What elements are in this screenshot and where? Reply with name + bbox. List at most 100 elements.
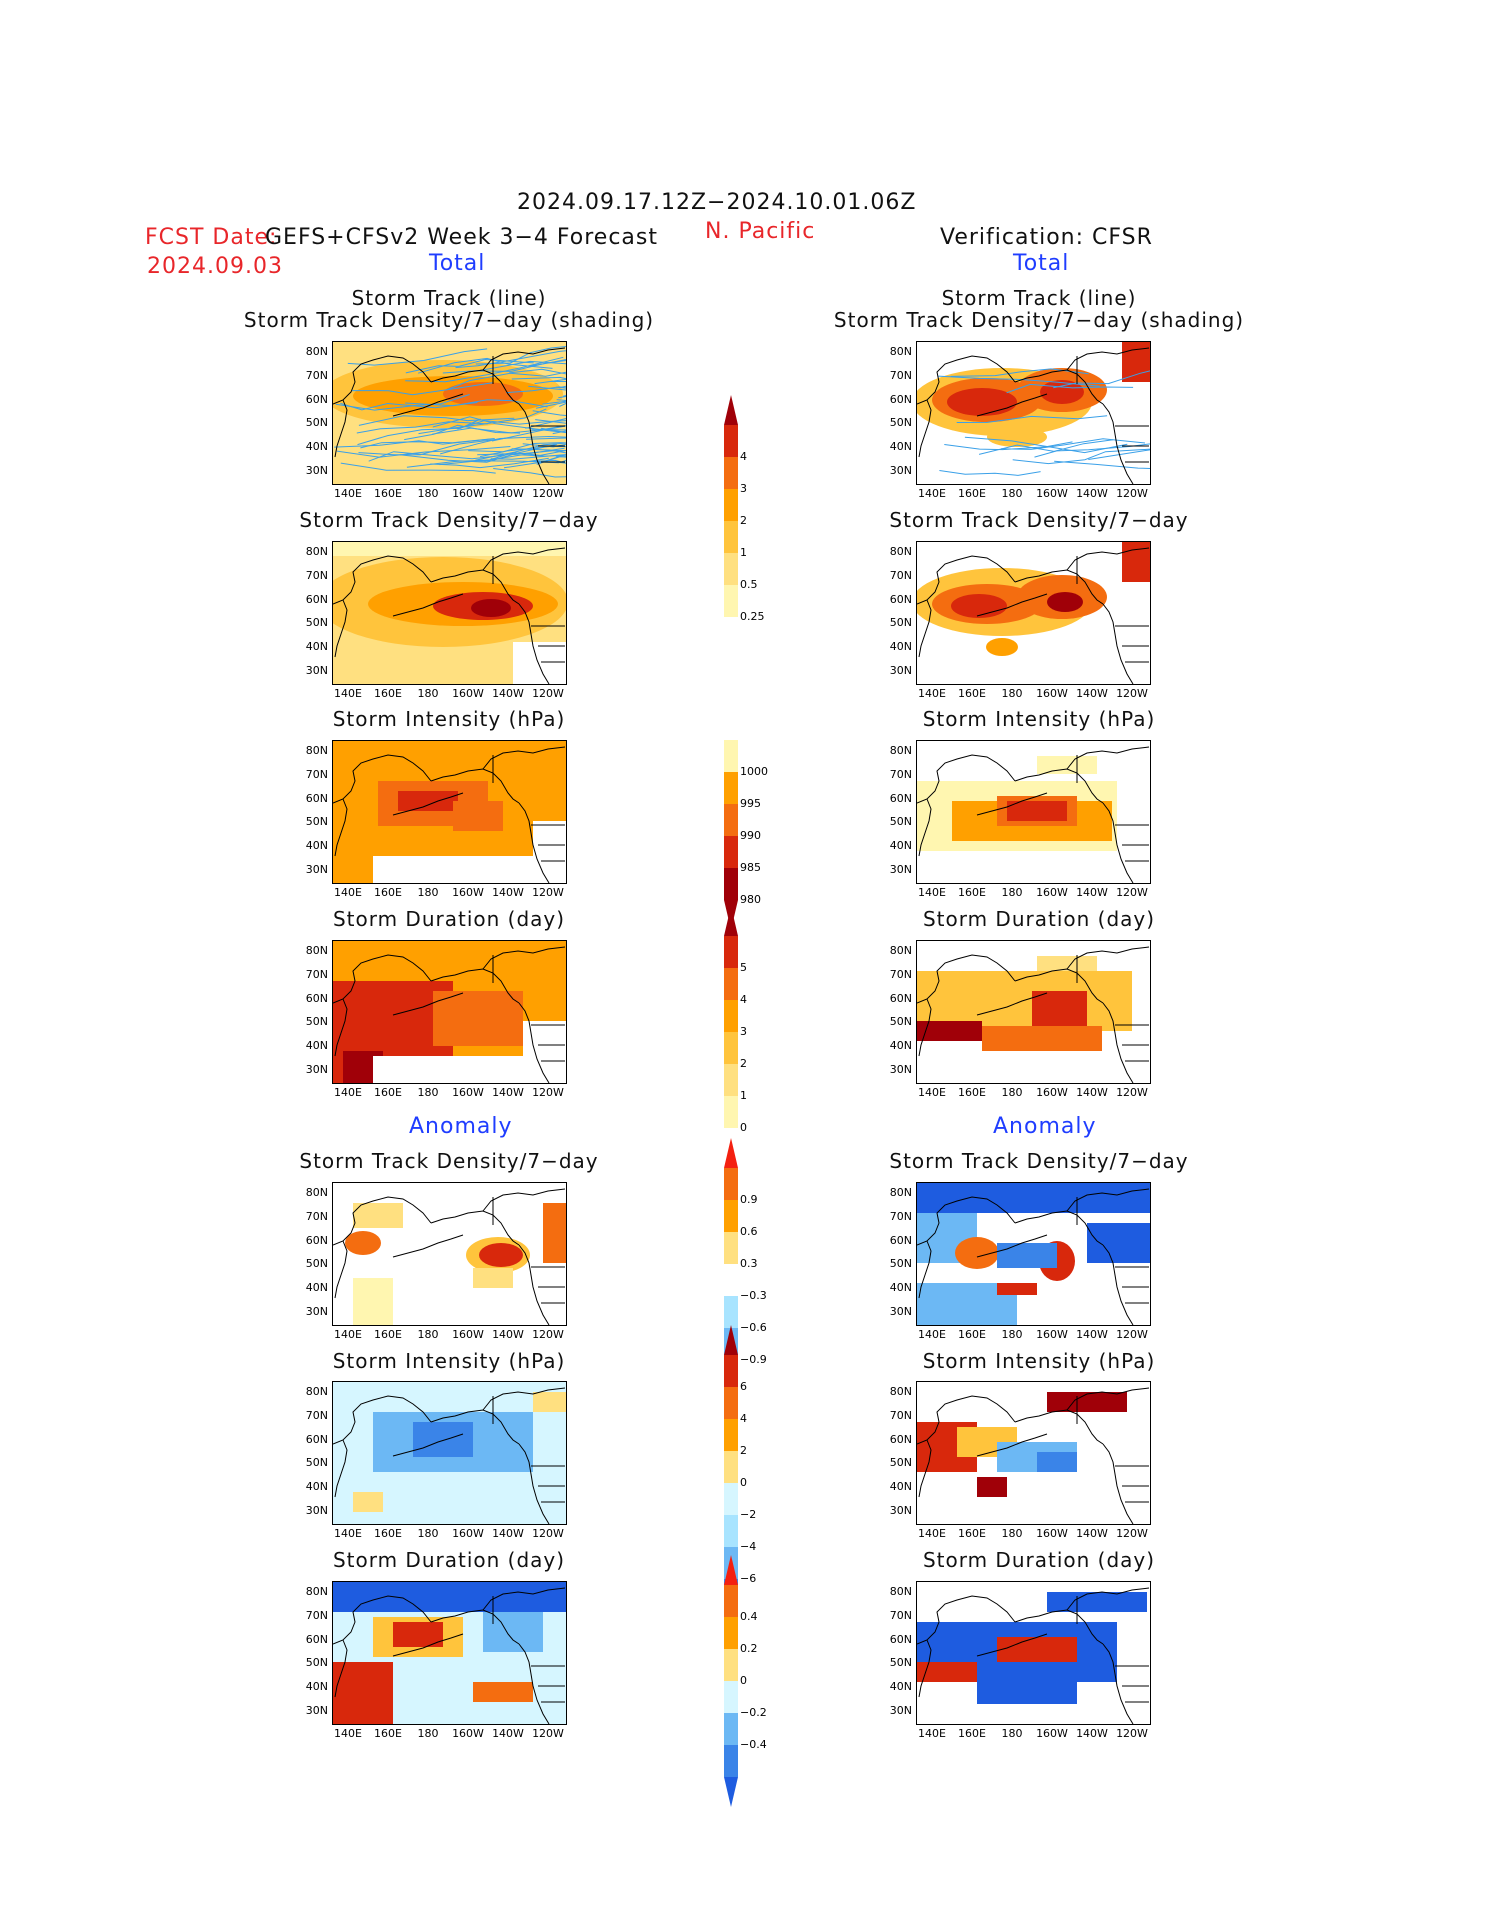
y-tick-label: 70N: [889, 1408, 912, 1422]
y-tick-label: 50N: [889, 1656, 912, 1670]
x-tick-label: 120W: [1116, 1727, 1148, 1740]
x-tick-label: 140W: [1076, 1527, 1108, 1540]
map-panel-obsAnomIntensity: [916, 1381, 1151, 1525]
y-tick-label: 60N: [305, 1632, 328, 1646]
x-tick-label: 180: [417, 1086, 439, 1099]
map-svg-obsAnomDuration: [917, 1582, 1150, 1724]
map-svg-fcstAnomIntensity: [333, 1382, 566, 1524]
x-tick-label: 140W: [1076, 1727, 1108, 1740]
right-duration-title: Storm Duration (day): [922, 907, 1156, 931]
right-track-shading-title: Storm Track Density/7−day (shading): [833, 308, 1245, 332]
y-tick-label: 50N: [889, 416, 912, 430]
x-tick-label: 140E: [918, 1527, 946, 1540]
colorbar-tick-label: 0.3: [740, 1257, 758, 1270]
figure-canvas: 2024.09.17.12Z−2024.10.01.06Z FCST Date:…: [135, 180, 1352, 1807]
y-tick-label: 80N: [889, 1385, 912, 1398]
y-tick-label: 40N: [305, 640, 328, 654]
map-panel-fcstTrack: [332, 341, 567, 485]
x-tick-label: 140E: [334, 886, 362, 899]
y-tick-label: 30N: [305, 1305, 328, 1318]
map-svg-fcstDensity: [333, 542, 566, 684]
x-tick-label: 140E: [918, 1727, 946, 1740]
x-tick-label: 180: [417, 1727, 439, 1740]
colorbar-tick-label: 5: [740, 961, 747, 974]
colorbar-tick-label: 0: [740, 1674, 747, 1687]
left-anom-density-title: Storm Track Density/7−day: [299, 1149, 599, 1173]
left-anom-intensity-title: Storm Intensity (hPa): [332, 1349, 566, 1373]
left-total-label: Total: [429, 251, 486, 276]
x-tick-label: 160W: [452, 1328, 484, 1341]
map-panel-obsDuration: [916, 940, 1151, 1084]
x-tick-label: 120W: [1116, 487, 1148, 500]
x-tick-label: 140W: [492, 1727, 524, 1740]
colorbar-tick-label: −2: [740, 1508, 757, 1521]
y-tick-label: 50N: [305, 416, 328, 430]
map-panel-obsIntensity: [916, 740, 1151, 884]
colorbar-tick-label: 1000: [740, 765, 768, 778]
y-tick-label: 50N: [305, 1257, 328, 1271]
y-tick-label: 40N: [305, 1680, 328, 1694]
y-tick-label: 40N: [305, 839, 328, 853]
fcst-label: FCST Date:: [145, 225, 278, 250]
x-tick-label: 180: [1001, 487, 1023, 500]
y-tick-label: 70N: [889, 767, 912, 781]
map-svg-fcstDuration: [333, 941, 566, 1083]
y-tick-label: 50N: [305, 1015, 328, 1029]
map-svg-obsAnomIntensity: [917, 1382, 1150, 1524]
x-tick-label: 160W: [1036, 1328, 1068, 1341]
x-tick-label: 160E: [958, 1527, 986, 1540]
colorbar-tick-label: 0: [740, 1476, 747, 1489]
map-svg-fcstIntensity: [333, 741, 566, 883]
x-tick-label: 140E: [918, 687, 946, 700]
right-anom-intensity-title: Storm Intensity (hPa): [922, 1349, 1156, 1373]
y-tick-label: 30N: [889, 664, 912, 677]
y-tick-label: 60N: [889, 1432, 912, 1446]
x-tick-label: 120W: [532, 1527, 564, 1540]
left-anomaly-label: Anomaly: [409, 1114, 513, 1139]
colorbar-tick-label: 990: [740, 829, 761, 842]
x-tick-label: 120W: [532, 687, 564, 700]
y-tick-label: 70N: [305, 1408, 328, 1422]
x-tick-label: 180: [417, 487, 439, 500]
x-tick-label: 160W: [1036, 886, 1068, 899]
right-anom-duration-title: Storm Duration (day): [922, 1548, 1156, 1572]
colorbar-tick-label: −6: [740, 1572, 757, 1585]
map-svg-obsDensity: [917, 542, 1150, 684]
y-tick-label: 30N: [305, 863, 328, 876]
x-tick-label: 160W: [1036, 1527, 1068, 1540]
x-tick-label: 140W: [1076, 886, 1108, 899]
x-tick-label: 140E: [334, 1086, 362, 1099]
map-svg-obsIntensity: [917, 741, 1150, 883]
y-tick-label: 30N: [305, 1704, 328, 1717]
x-tick-label: 160W: [452, 687, 484, 700]
x-tick-label: 140E: [334, 1527, 362, 1540]
y-tick-label: 40N: [305, 1480, 328, 1494]
y-tick-label: 50N: [889, 616, 912, 630]
y-tick-label: 60N: [889, 991, 912, 1005]
x-tick-label: 120W: [532, 1727, 564, 1740]
x-tick-label: 120W: [532, 886, 564, 899]
map-svg-fcstAnomDensity: [333, 1183, 566, 1325]
x-tick-label: 160E: [958, 1328, 986, 1341]
y-tick-label: 30N: [889, 1504, 912, 1517]
y-tick-label: 80N: [889, 1186, 912, 1199]
map-svg-obsDuration: [917, 941, 1150, 1083]
y-tick-label: 60N: [889, 1632, 912, 1646]
y-tick-label: 50N: [889, 1257, 912, 1271]
x-tick-label: 160E: [374, 886, 402, 899]
x-tick-label: 140E: [918, 1086, 946, 1099]
y-tick-label: 40N: [889, 640, 912, 654]
x-tick-label: 140W: [1076, 1328, 1108, 1341]
fcst-date: 2024.09.03: [147, 254, 283, 279]
y-tick-label: 50N: [889, 815, 912, 829]
x-tick-label: 140E: [918, 1328, 946, 1341]
x-tick-label: 160W: [1036, 1727, 1068, 1740]
y-tick-label: 70N: [889, 1608, 912, 1622]
map-panel-fcstDensity: [332, 541, 567, 685]
verification-label: Verification: CFSR: [940, 225, 1153, 250]
y-tick-label: 80N: [305, 545, 328, 558]
y-tick-label: 80N: [889, 944, 912, 957]
x-tick-label: 140E: [334, 487, 362, 500]
right-track-line-title: Storm Track (line): [941, 286, 1137, 310]
x-tick-label: 120W: [1116, 1328, 1148, 1341]
